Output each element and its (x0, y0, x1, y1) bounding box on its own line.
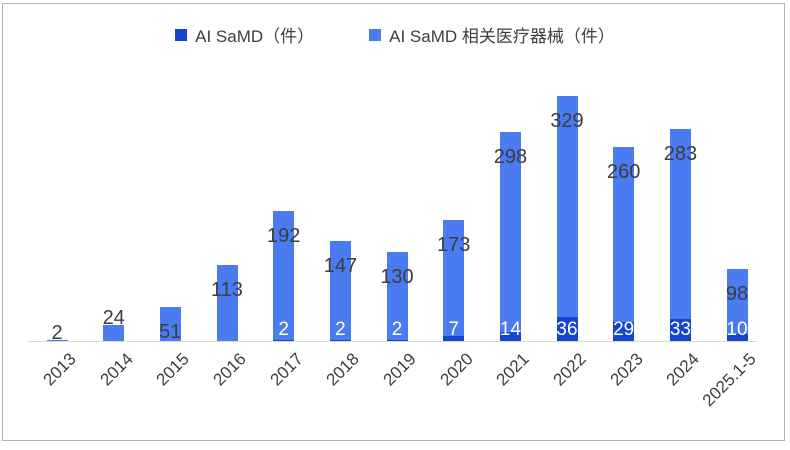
legend-label-ai-samd: AI SaMD（件） (195, 27, 315, 46)
bar-segment-related (46, 339, 68, 341)
bar-label-related: 24 (102, 306, 125, 329)
bar-segment-related (159, 306, 181, 341)
legend-item-ai-samd-related: AI SaMD 相关医疗器械（件） (369, 22, 615, 47)
legend: AI SaMD（件） AI SaMD 相关医疗器械（件） (0, 22, 790, 47)
bar-label-samd: 2 (391, 319, 403, 340)
bar-label-samd: 7 (448, 319, 459, 340)
bar-label-samd: 10 (726, 319, 748, 340)
bar-segment-samd (329, 339, 351, 341)
bar-segment-samd (499, 331, 521, 341)
bar-label-related: 173 (437, 234, 471, 257)
bar-label-related: 329 (550, 110, 584, 133)
bar-segment-related (613, 147, 635, 341)
bar-label-related: 192 (267, 224, 301, 247)
bar-segment-samd (556, 316, 578, 341)
bar-label-samd: 2 (335, 319, 346, 340)
bar-label-related: 260 (607, 161, 641, 184)
bar-segment-related (726, 268, 748, 341)
bar-label-samd: 36 (556, 319, 578, 340)
legend-item-ai-samd: AI SaMD（件） (175, 22, 314, 47)
legend-swatch-ai-samd-related-icon (369, 28, 382, 41)
bar-label-samd: 33 (669, 319, 691, 340)
bar-label-samd: 14 (499, 319, 521, 340)
bar-label-related: 113 (211, 279, 243, 302)
bar-segment-related (386, 252, 408, 341)
bar-segment-samd (613, 321, 635, 341)
bar-segment-related (216, 265, 238, 341)
bar-segment-related (499, 131, 521, 341)
bar-label-samd: 29 (613, 319, 635, 340)
legend-swatch-ai-samd-icon (175, 28, 188, 41)
bar-segment-samd (443, 336, 465, 341)
bar-segment-samd (669, 318, 691, 341)
bar-label-related: 298 (493, 145, 528, 168)
bar-segment-related (669, 129, 691, 341)
bar-label-related: 51 (159, 320, 182, 343)
bar-label-related: 130 (380, 266, 414, 289)
bar-segment-samd (726, 334, 748, 341)
bar-label-samd: 2 (278, 319, 289, 340)
bar-segment-related (443, 220, 465, 341)
x-axis-line (28, 341, 757, 342)
bar-label-related: 98 (725, 282, 749, 305)
bar-segment-related (556, 96, 578, 341)
bar-segment-related (273, 210, 295, 341)
bar-label-related: 147 (323, 255, 358, 277)
bar-segment-samd (386, 339, 408, 341)
bar-segment-related (103, 324, 125, 341)
bar-segment-samd (273, 339, 295, 341)
bar-label-related: 283 (663, 143, 698, 165)
legend-label-ai-samd-related: AI SaMD 相关医疗器械（件） (389, 27, 615, 46)
bar-segment-related (329, 241, 351, 341)
bar-label-related: 2 (51, 321, 63, 344)
chart-frame (2, 3, 785, 441)
